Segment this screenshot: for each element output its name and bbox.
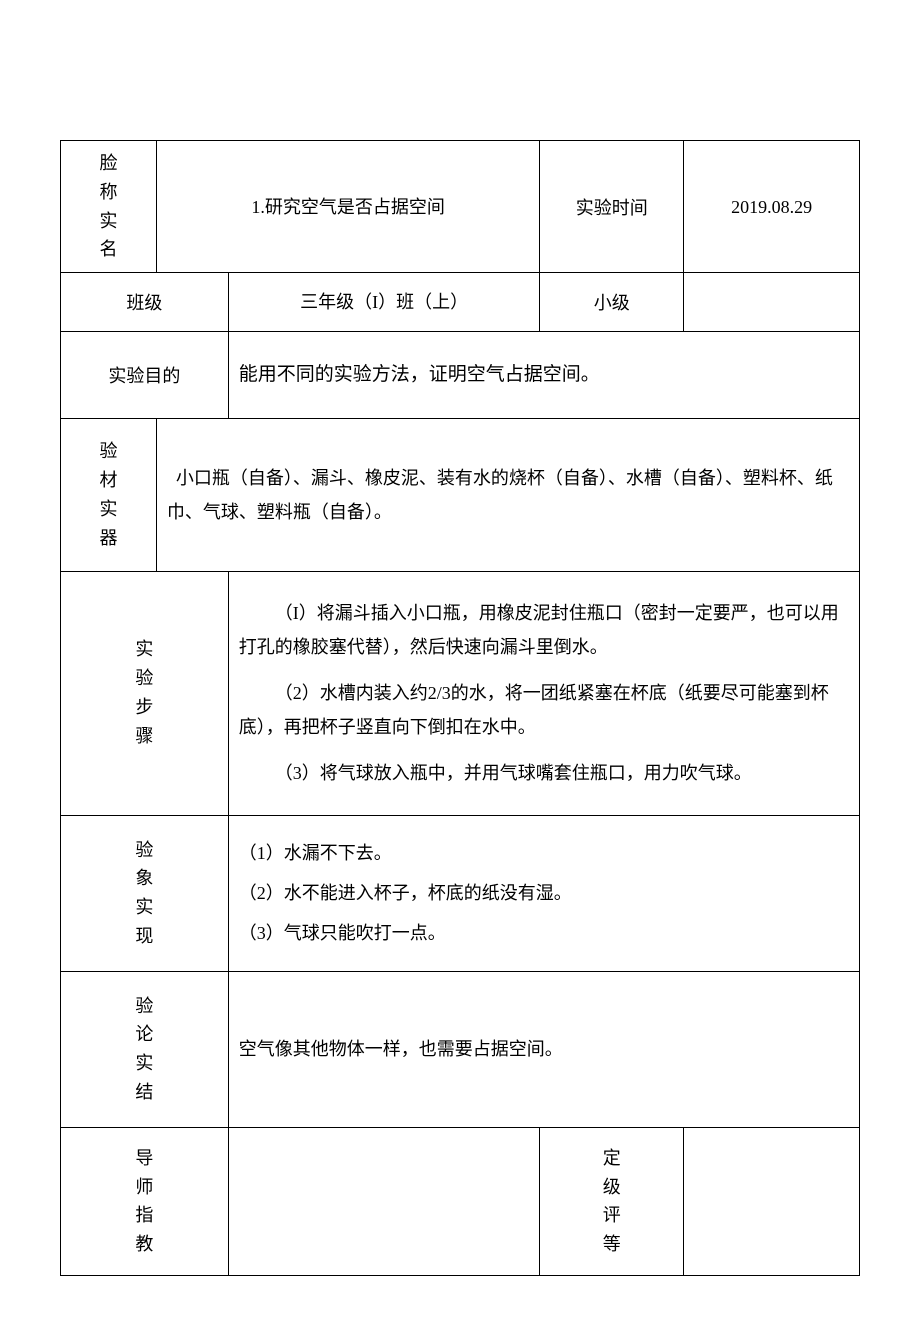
experiment-time-label: 实验时间	[540, 141, 684, 273]
phenomenon-value: （1）水漏不下去。 （2）水不能进入杯子，杯底的纸没有湿。 （3）气球只能吹打一…	[228, 815, 859, 971]
sublevel-value	[684, 273, 860, 332]
phenomenon-1: （1）水漏不下去。	[239, 836, 849, 870]
table-row: 导 师 指 教 定 级 评 等	[61, 1127, 860, 1275]
class-value: 三年级（I）班（上）	[228, 273, 540, 332]
table-row: 实验目的 能用不同的实验方法，证明空气占据空间。	[61, 332, 860, 419]
experiment-name-label: 脸 称 实 名	[61, 141, 157, 273]
purpose-value: 能用不同的实验方法，证明空气占据空间。	[228, 332, 859, 419]
experiment-name-value: 1.研究空气是否占据空间	[156, 141, 540, 273]
conclusion-label: 验 论 实 结	[61, 971, 229, 1127]
table-row: 验 论 实 结 空气像其他物体一样，也需要占据空间。	[61, 971, 860, 1127]
purpose-label: 实验目的	[61, 332, 229, 419]
table-row: 班级 三年级（I）班（上） 小级	[61, 273, 860, 332]
table-row: 实 验 步 骤 （I）将漏斗插入小口瓶，用橡皮泥封住瓶口（密封一定要严，也可以用…	[61, 571, 860, 815]
grade-label: 定 级 评 等	[540, 1127, 684, 1275]
table-row: 脸 称 实 名 1.研究空气是否占据空间 实验时间 2019.08.29	[61, 141, 860, 273]
table-row: 验 象 实 现 （1）水漏不下去。 （2）水不能进入杯子，杯底的纸没有湿。 （3…	[61, 815, 860, 971]
phenomenon-2: （2）水不能进入杯子，杯底的纸没有湿。	[239, 876, 849, 910]
steps-label: 实 验 步 骤	[61, 571, 229, 815]
materials-value: 小口瓶（自备）、漏斗、橡皮泥、装有水的烧杯（自备）、水槽（自备）、塑料杯、纸巾、…	[156, 419, 859, 571]
teacher-value	[228, 1127, 540, 1275]
phenomenon-3: （3）气球只能吹打一点。	[239, 916, 849, 950]
table-row: 验 材 实 器 小口瓶（自备）、漏斗、橡皮泥、装有水的烧杯（自备）、水槽（自备）…	[61, 419, 860, 571]
sublevel-label: 小级	[540, 273, 684, 332]
materials-label: 验 材 实 器	[61, 419, 157, 571]
class-label: 班级	[61, 273, 229, 332]
steps-value: （I）将漏斗插入小口瓶，用橡皮泥封住瓶口（密封一定要严，也可以用打孔的橡胶塞代替…	[228, 571, 859, 815]
grade-value	[684, 1127, 860, 1275]
phenomenon-label: 验 象 实 现	[61, 815, 229, 971]
step-2: （2）水槽内装入约2/3的水，将一团纸紧塞在杯底（纸要尽可能塞到杯底），再把杯子…	[239, 676, 849, 744]
step-3: （3）将气球放入瓶中，并用气球嘴套住瓶口，用力吹气球。	[239, 756, 849, 790]
step-1: （I）将漏斗插入小口瓶，用橡皮泥封住瓶口（密封一定要严，也可以用打孔的橡胶塞代替…	[239, 596, 849, 664]
experiment-time-value: 2019.08.29	[684, 141, 860, 273]
teacher-label: 导 师 指 教	[61, 1127, 229, 1275]
experiment-report-table: 脸 称 实 名 1.研究空气是否占据空间 实验时间 2019.08.29 班级 …	[60, 140, 860, 1276]
conclusion-value: 空气像其他物体一样，也需要占据空间。	[228, 971, 859, 1127]
